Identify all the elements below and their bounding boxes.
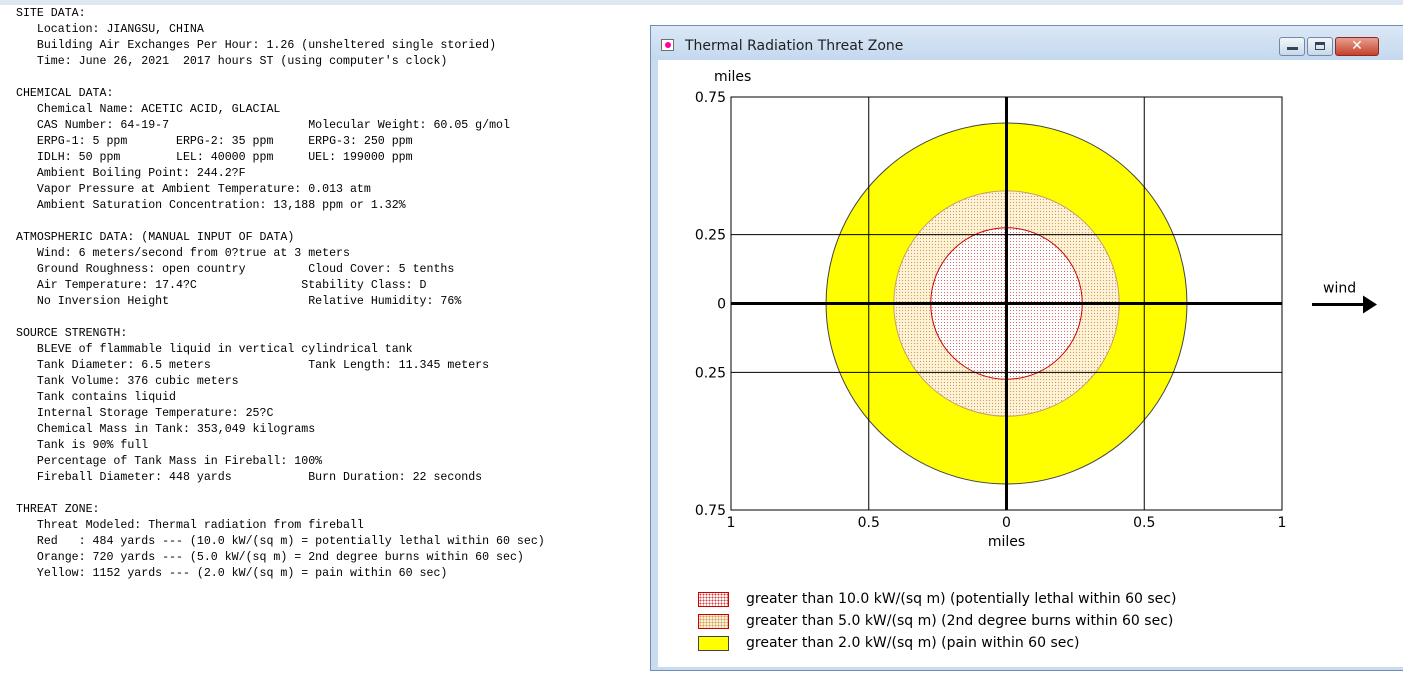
- window-top-strip: [0, 0, 1403, 5]
- report-line: CAS Number: 64-19-7 Molecular Weight: 60…: [16, 119, 510, 132]
- legend-label: greater than 10.0 kW/(sq m) (potentially…: [746, 591, 1177, 607]
- x-tick-label: 0.5: [858, 515, 880, 531]
- maximize-icon: [1315, 42, 1325, 50]
- x-axis-unit: miles: [988, 534, 1025, 550]
- wind-label: wind: [1323, 281, 1356, 297]
- close-icon: ✕: [1351, 38, 1363, 54]
- report-line: Tank is 90% full: [16, 439, 149, 452]
- threat-text-summary: SITE DATA: Location: JIANGSU, CHINA Buil…: [16, 6, 646, 582]
- report-line: Orange: 720 yards --- (5.0 kW/(sq m) = 2…: [16, 551, 524, 564]
- report-line: [16, 214, 646, 230]
- report-line: Tank Volume: 376 cubic meters: [16, 375, 239, 388]
- threat-zone-window: Thermal Radiation Threat Zone ✕ 1 0.5 0 0.5…: [650, 25, 1403, 671]
- x-tick-label: 0.5: [1133, 515, 1155, 531]
- minimize-button[interactable]: [1279, 37, 1305, 56]
- report-line: ATMOSPHERIC DATA: (MANUAL INPUT OF DATA): [16, 231, 295, 244]
- report-line: Percentage of Tank Mass in Fireball: 100…: [16, 455, 323, 468]
- report-line: Time: June 26, 2021 2017 hours ST (using…: [16, 55, 448, 68]
- report-line: Chemical Mass in Tank: 353,049 kilograms: [16, 423, 316, 436]
- report-line: Air Temperature: 17.4?C Stability Class:…: [16, 279, 427, 292]
- legend-swatch-red: [698, 592, 729, 607]
- report-line: Ground Roughness: open country Cloud Cov…: [16, 263, 455, 276]
- report-line: Fireball Diameter: 448 yards Burn Durati…: [16, 471, 483, 484]
- report-line: SITE DATA:: [16, 7, 86, 20]
- maximize-button[interactable]: [1307, 37, 1333, 56]
- report-line: [16, 70, 646, 86]
- report-line: Threat Modeled: Thermal radiation from f…: [16, 519, 364, 532]
- y-tick-label: 0.75: [695, 90, 726, 106]
- legend-label: greater than 2.0 kW/(sq m) (pain within …: [746, 635, 1080, 651]
- x-tick-label: 1: [1278, 515, 1287, 531]
- wind-arrow-icon: [1363, 295, 1377, 314]
- window-title: Thermal Radiation Threat Zone: [685, 38, 904, 54]
- report-line: Ambient Saturation Concentration: 13,188…: [16, 199, 406, 212]
- legend-swatch-yellow: [698, 636, 729, 651]
- x-tick-label: 0: [1002, 515, 1011, 531]
- report-line: [16, 310, 646, 326]
- report-line: Building Air Exchanges Per Hour: 1.26 (u…: [16, 39, 497, 52]
- report-line: IDLH: 50 ppm LEL: 40000 ppm UEL: 199000 …: [16, 151, 413, 164]
- legend-label: greater than 5.0 kW/(sq m) (2nd degree b…: [746, 613, 1174, 629]
- legend-swatch-orange: [698, 614, 729, 629]
- report-line: ERPG-1: 5 ppm ERPG-2: 35 ppm ERPG-3: 250…: [16, 135, 413, 148]
- report-line: Tank Diameter: 6.5 meters Tank Length: 1…: [16, 359, 490, 372]
- y-axis-unit: miles: [714, 69, 751, 85]
- chart-area: 1 0.5 0 0.5 1 0.75 0.25 0 0.25 0.75 miles miles wind…: [658, 60, 1403, 667]
- report-line: Ambient Boiling Point: 244.2?F: [16, 167, 246, 180]
- y-tick-label: 0.25: [695, 365, 726, 381]
- report-line: Wind: 6 meters/second from 0?true at 3 m…: [16, 247, 350, 260]
- report-line: No Inversion Height Relative Humidity: 7…: [16, 295, 462, 308]
- report-line: SOURCE STRENGTH:: [16, 327, 128, 340]
- title-bar[interactable]: Thermal Radiation Threat Zone ✕: [651, 26, 1403, 60]
- report-line: THREAT ZONE:: [16, 503, 100, 516]
- report-line: Location: JIANGSU, CHINA: [16, 23, 204, 36]
- y-tick-label: 0: [717, 297, 726, 313]
- y-tick-label: 0.25: [695, 228, 726, 244]
- report-line: BLEVE of flammable liquid in vertical cy…: [16, 343, 413, 356]
- report-line: CHEMICAL DATA:: [16, 87, 114, 100]
- report-line: [16, 486, 646, 502]
- report-line: Internal Storage Temperature: 25?C: [16, 407, 274, 420]
- minimize-icon: [1287, 47, 1298, 50]
- report-line: Yellow: 1152 yards --- (2.0 kW/(sq m) = …: [16, 567, 448, 580]
- report-line: Chemical Name: ACETIC ACID, GLACIAL: [16, 103, 281, 116]
- close-button[interactable]: ✕: [1335, 37, 1379, 56]
- report-line: Vapor Pressure at Ambient Temperature: 0…: [16, 183, 371, 196]
- app-icon[interactable]: [661, 39, 674, 51]
- report-line: Red : 484 yards --- (10.0 kW/(sq m) = po…: [16, 535, 545, 548]
- report-line: Tank contains liquid: [16, 391, 177, 404]
- y-tick-label: 0.75: [695, 503, 726, 519]
- x-tick-label: 1: [727, 515, 736, 531]
